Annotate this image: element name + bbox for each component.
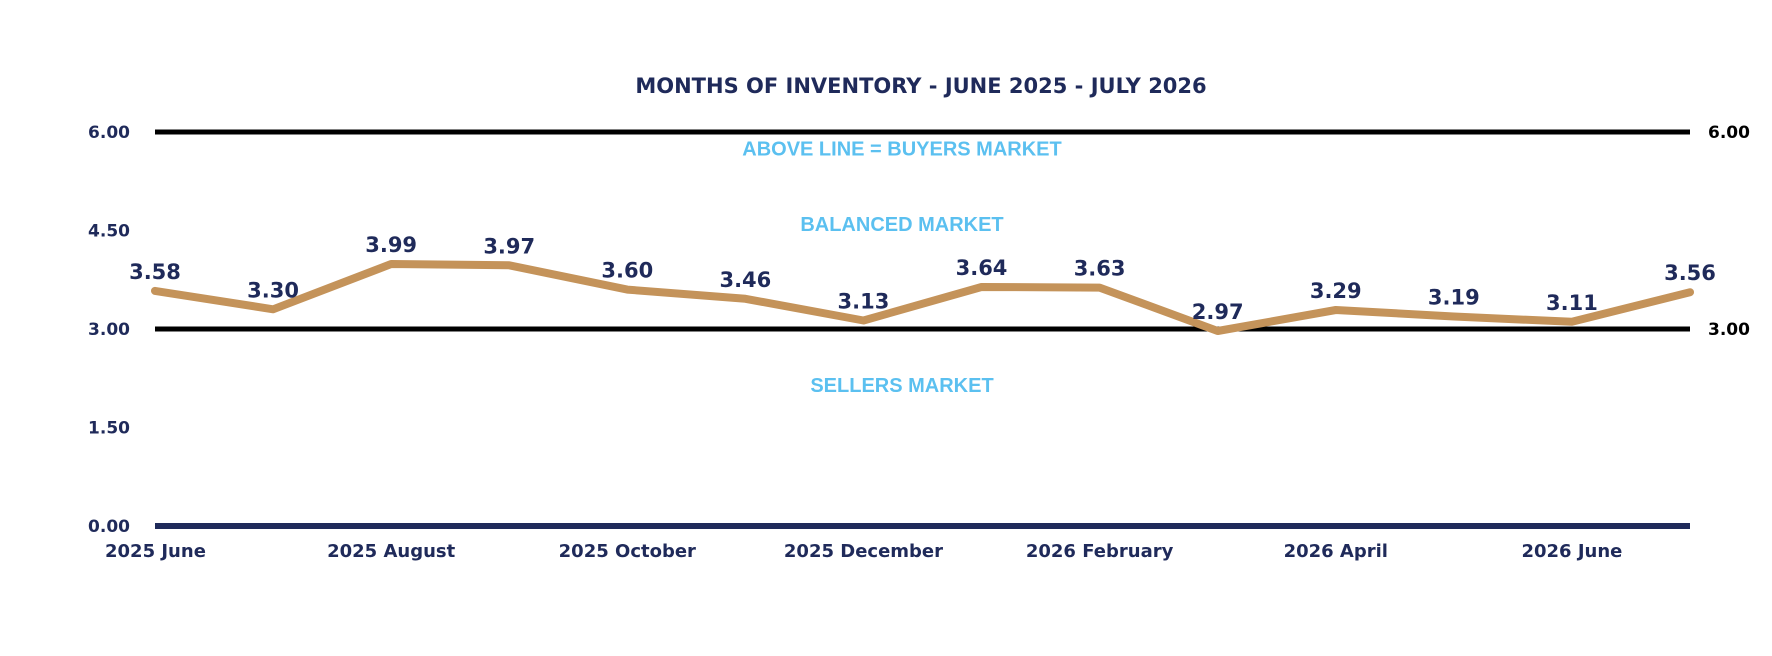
y-tick-label: 4.50 [88,222,130,242]
data-label: 3.29 [1310,279,1362,303]
reference-label-right: 6.00 [1708,123,1750,143]
x-tick-label: 2025 October [559,541,696,562]
series-line [151,260,1694,335]
axes: 0.00 1.50 3.00 4.50 6.00 2025 June 2025 August… [88,123,1690,562]
data-labels: 3.58 3.30 3.99 3.97 3.60 3.46 3.13 3.64 3.63 2.97… [129,233,1716,324]
chart-title: MONTHS OF INVENTORY - JUNE 2025 - JULY 2… [635,74,1206,98]
data-label: 3.30 [247,278,299,302]
x-tick-label: 2026 June [1521,541,1622,562]
x-tick-label: 2026 April [1284,541,1388,562]
zone-label: SELLERS MARKET [810,375,993,397]
zone-label: BALANCED MARKET [800,214,1003,236]
reference-lines: 6.00 3.00 [155,123,1750,340]
y-tick-label: 3.00 [88,320,130,340]
data-label: 3.13 [838,289,890,313]
zone-labels: ABOVE LINE = BUYERS MARKET BALANCED MARKE… [742,138,1061,396]
x-tick-label: 2025 August [327,541,456,562]
y-tick-label: 1.50 [88,419,130,439]
y-tick-label: 6.00 [88,123,130,143]
x-tick-label: 2025 December [784,541,943,562]
y-tick-label: 0.00 [88,517,130,537]
x-tick-label: 2026 February [1026,541,1174,562]
data-label: 3.46 [719,268,771,292]
x-tick-label: 2025 June [105,541,206,562]
reference-label-right: 3.00 [1708,320,1750,340]
data-label: 3.99 [365,233,417,257]
zone-label: ABOVE LINE = BUYERS MARKET [742,138,1061,160]
data-label: 3.97 [483,234,535,258]
data-label: 2.97 [1192,300,1244,324]
data-label: 3.19 [1428,286,1480,310]
data-label: 3.64 [956,256,1008,280]
data-label: 3.11 [1546,291,1598,315]
data-label: 3.56 [1664,261,1716,285]
series-lines [151,260,1694,335]
data-label: 3.60 [601,259,653,283]
data-label: 3.63 [1074,257,1126,281]
data-label: 3.58 [129,260,181,284]
